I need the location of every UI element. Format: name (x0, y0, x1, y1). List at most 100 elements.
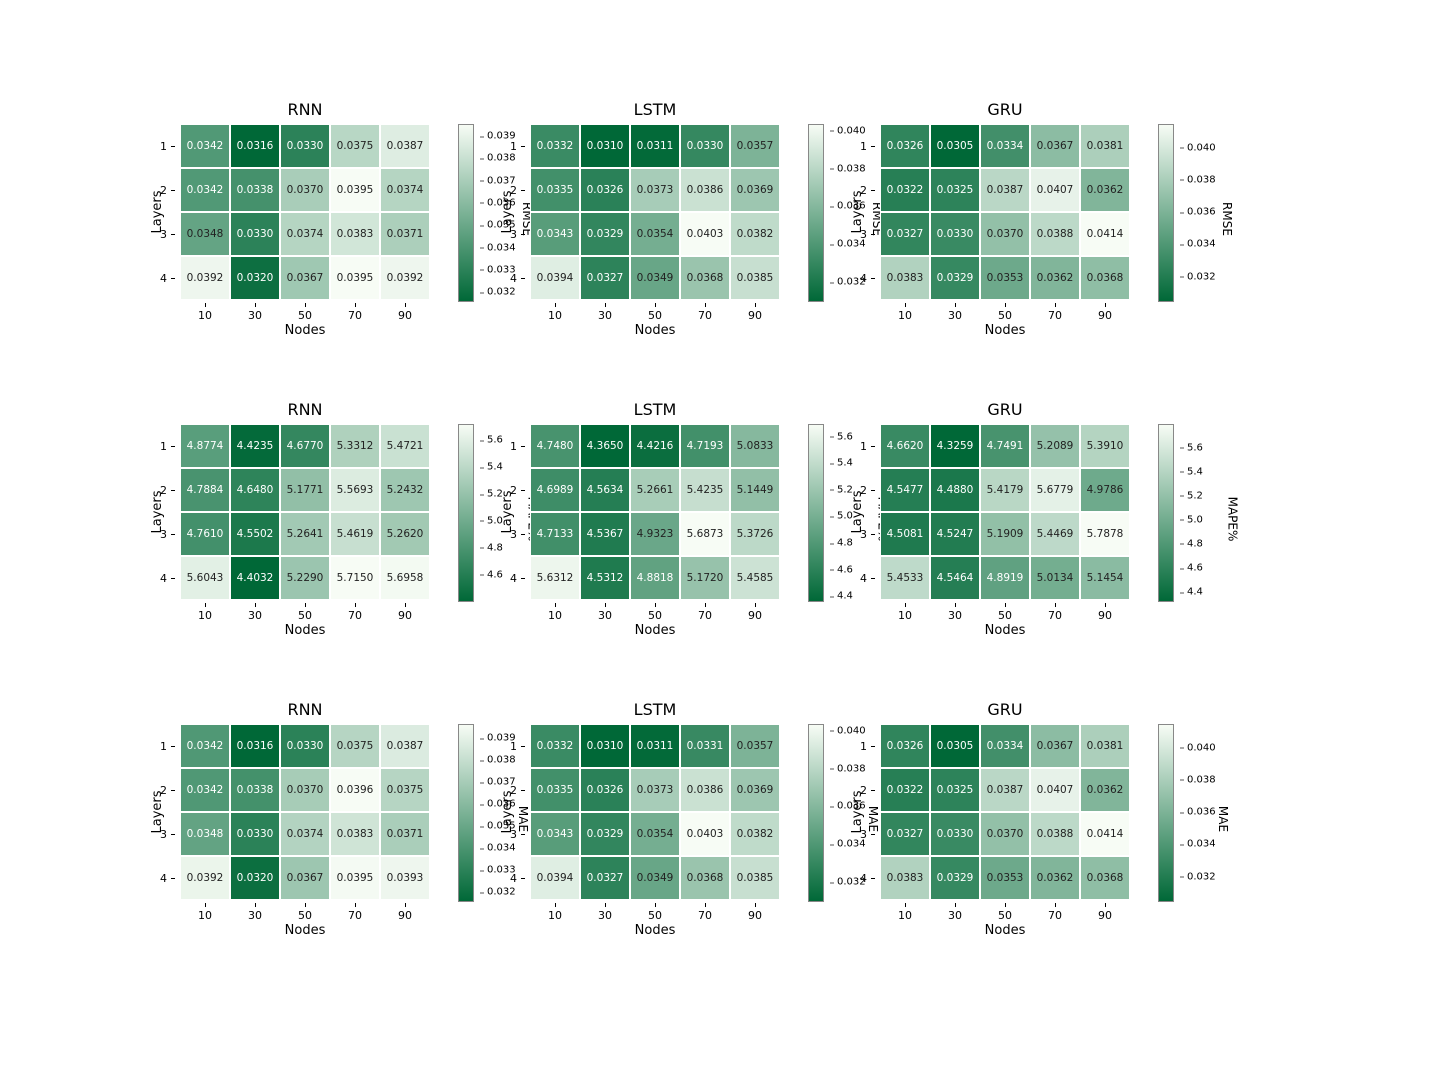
heatmap-cell: 5.4585 (730, 556, 780, 600)
heatmap-cell: 0.0396 (330, 768, 380, 812)
heatmap-cell: 5.2620 (380, 512, 430, 556)
heatmap-cell: 5.1720 (680, 556, 730, 600)
heatmap-cell: 0.0327 (580, 256, 630, 300)
heatmap-cell: 0.0305 (930, 724, 980, 768)
heatmap-cell: 0.0367 (1030, 124, 1080, 168)
heatmap-cell: 5.1771 (280, 468, 330, 512)
heatmap-cell: 0.0387 (380, 124, 430, 168)
heatmap-cell: 5.0833 (730, 424, 780, 468)
colorbar-tick: 0.038 (1187, 174, 1216, 185)
heatmap-cell: 0.0316 (230, 124, 280, 168)
heatmap-cell: 4.7610 (180, 512, 230, 556)
heatmap-cell: 4.5367 (580, 512, 630, 556)
panel-title: RNN (180, 400, 430, 419)
heatmap-cell: 0.0334 (980, 124, 1030, 168)
heatmap-cell: 4.3259 (930, 424, 980, 468)
x-axis-label: Nodes (880, 923, 1130, 938)
colorbar-tick: 0.032 (1187, 871, 1216, 882)
x-tick: 70 (1030, 609, 1080, 622)
heatmap-cell: 4.6989 (530, 468, 580, 512)
heatmap-cell: 0.0374 (380, 168, 430, 212)
x-tick: 70 (330, 309, 380, 322)
heatmap-cell: 0.0335 (530, 768, 580, 812)
heatmap-cell: 0.0374 (280, 812, 330, 856)
heatmap: 0.03320.03100.03110.03300.03570.03350.03… (530, 124, 780, 300)
colorbar-tick: 5.6 (837, 431, 853, 442)
heatmap-cell: 0.0382 (730, 212, 780, 256)
x-tick: 30 (230, 609, 280, 622)
x-tick: 70 (680, 609, 730, 622)
x-tick: 50 (280, 309, 330, 322)
heatmap-cell: 0.0343 (530, 812, 580, 856)
colorbar-tick: 5.4 (487, 462, 503, 473)
heatmap-cell: 0.0383 (330, 212, 380, 256)
heatmap-cell: 0.0330 (280, 724, 330, 768)
colorbar-tick: 5.2 (1187, 490, 1203, 501)
heatmap-cell: 0.0371 (380, 812, 430, 856)
x-tick: 50 (630, 909, 680, 922)
heatmap-cell: 0.0349 (630, 856, 680, 900)
heatmap-cell: 0.0357 (730, 724, 780, 768)
heatmap-cell: 5.3726 (730, 512, 780, 556)
heatmap-cell: 4.6480 (230, 468, 280, 512)
x-axis-label: Nodes (180, 623, 430, 638)
heatmap-cell: 0.0330 (680, 124, 730, 168)
heatmap-cell: 0.0383 (880, 256, 930, 300)
x-tick: 10 (880, 909, 930, 922)
heatmap-cell: 4.5634 (580, 468, 630, 512)
heatmap-cell: 4.8818 (630, 556, 680, 600)
heatmap-cell: 5.7150 (330, 556, 380, 600)
heatmap-cell: 0.0305 (930, 124, 980, 168)
x-tick: 30 (930, 609, 980, 622)
heatmap-cell: 0.0322 (880, 168, 930, 212)
colorbar-tick: 0.034 (1187, 839, 1216, 850)
heatmap-panel: LSTM0.03320.03100.03110.03300.03570.0335… (530, 124, 780, 300)
heatmap-cell: 5.0134 (1030, 556, 1080, 600)
x-tick: 30 (930, 309, 980, 322)
y-tick: 4 (160, 556, 169, 600)
heatmap-cell: 0.0385 (730, 856, 780, 900)
heatmap-cell: 0.0325 (930, 768, 980, 812)
x-tick: 90 (380, 309, 430, 322)
heatmap-cell: 5.1449 (730, 468, 780, 512)
x-tick: 50 (980, 609, 1030, 622)
heatmap-cell: 0.0342 (180, 124, 230, 168)
heatmap-cell: 0.0369 (730, 168, 780, 212)
colorbar-label: RMSE (1220, 202, 1234, 236)
x-tick: 10 (880, 309, 930, 322)
heatmap-cell: 0.0368 (1080, 856, 1130, 900)
heatmap-cell: 0.0373 (630, 168, 680, 212)
x-tick: 90 (1080, 909, 1130, 922)
heatmap-cell: 0.0357 (730, 124, 780, 168)
heatmap-cell: 0.0326 (580, 768, 630, 812)
heatmap-cell: 0.0395 (330, 168, 380, 212)
heatmap-cell: 0.0362 (1080, 768, 1130, 812)
x-tick: 90 (730, 909, 780, 922)
heatmap-cell: 0.0370 (980, 212, 1030, 256)
heatmap-cell: 5.2290 (280, 556, 330, 600)
colorbar-tick: 0.040 (1187, 742, 1216, 753)
heatmap-cell: 0.0329 (930, 856, 980, 900)
heatmap-cell: 0.0367 (280, 856, 330, 900)
heatmap-cell: 4.5502 (230, 512, 280, 556)
y-tick: 4 (510, 256, 519, 300)
heatmap-panel: RNN4.87744.42354.67705.33125.47214.78844… (180, 424, 430, 600)
colorbar-label: MAE (1216, 806, 1230, 832)
colorbar-tick: 4.8 (487, 542, 503, 553)
heatmap-cell: 0.0395 (330, 256, 380, 300)
heatmap-cell: 0.0330 (230, 812, 280, 856)
heatmap-cell: 5.1454 (1080, 556, 1130, 600)
x-tick: 90 (730, 609, 780, 622)
heatmap: 0.03320.03100.03110.03310.03570.03350.03… (530, 724, 780, 900)
heatmap-cell: 5.2661 (630, 468, 680, 512)
y-axis-label: Layers (500, 190, 515, 233)
x-axis-label: Nodes (180, 323, 430, 338)
heatmap-cell: 0.0367 (1030, 724, 1080, 768)
heatmap-cell: 0.0383 (880, 856, 930, 900)
heatmap-cell: 4.6770 (280, 424, 330, 468)
heatmap-cell: 0.0343 (530, 212, 580, 256)
heatmap-cell: 0.0330 (230, 212, 280, 256)
x-tick: 70 (680, 909, 730, 922)
heatmap-panel: LSTM0.03320.03100.03110.03310.03570.0335… (530, 724, 780, 900)
colorbar-label: MAPE% (1225, 497, 1239, 542)
